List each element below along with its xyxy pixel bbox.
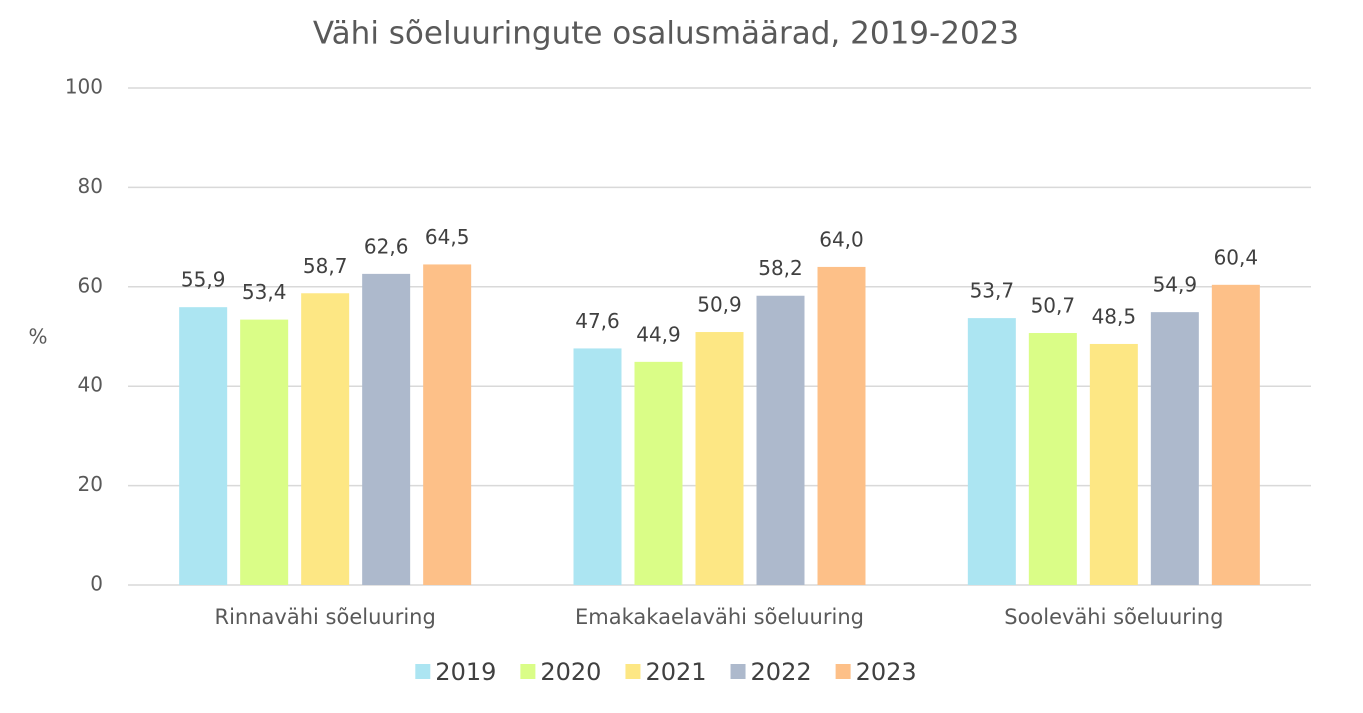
x-tick-label: Rinnavähi sõeluuring (215, 605, 436, 629)
legend-swatch (625, 664, 641, 679)
bar (423, 264, 472, 585)
legend-label: 2021 (645, 658, 706, 686)
value-label: 62,6 (364, 234, 409, 258)
value-label: 54,9 (1153, 273, 1198, 297)
legend-label: 2023 (856, 658, 917, 686)
bar (301, 293, 350, 585)
y-tick-label: 20 (78, 472, 103, 496)
legend-swatch (415, 664, 431, 679)
bar (1211, 284, 1260, 585)
y-tick-label: 0 (90, 572, 103, 596)
bar (967, 318, 1016, 585)
x-tick-label: Emakakaelavähi sõeluuring (575, 605, 864, 629)
value-label: 44,9 (636, 322, 681, 346)
bar (240, 319, 289, 585)
value-label: 58,7 (303, 254, 348, 278)
bar (695, 332, 744, 585)
value-label: 64,0 (819, 227, 864, 251)
bar (1150, 312, 1199, 585)
chart-title: Vähi sõeluuringute osalusmäärad, 2019-20… (313, 16, 1019, 52)
y-tick-label: 40 (78, 373, 103, 397)
value-label: 60,4 (1214, 245, 1259, 269)
value-label: 48,5 (1092, 304, 1137, 328)
legend-swatch (520, 664, 536, 679)
bar (1028, 333, 1077, 585)
legend-label: 2019 (435, 658, 496, 686)
y-tick-label: 80 (78, 174, 103, 198)
legend-label: 2022 (751, 658, 812, 686)
value-label: 50,7 (1031, 294, 1076, 318)
legend-swatch (730, 664, 746, 679)
legend-swatch (835, 664, 851, 679)
y-tick-label: 100 (65, 75, 103, 99)
value-label: 53,4 (242, 280, 287, 304)
bar (756, 295, 805, 585)
bar (1089, 343, 1138, 585)
y-tick-label: 60 (78, 273, 103, 297)
bar (817, 266, 866, 585)
value-label: 47,6 (575, 309, 620, 333)
value-label: 58,2 (758, 256, 803, 280)
value-label: 55,9 (181, 268, 226, 292)
value-label: 50,9 (697, 293, 742, 317)
x-tick-label: Soolevähi sõeluuring (1004, 605, 1223, 629)
y-axis-label: % (28, 325, 47, 349)
bar (573, 348, 622, 585)
bar (634, 361, 683, 585)
value-label: 53,7 (970, 279, 1015, 303)
legend-label: 2020 (540, 658, 601, 686)
bar (362, 273, 411, 585)
value-label: 64,5 (425, 225, 470, 249)
bar (179, 307, 228, 585)
